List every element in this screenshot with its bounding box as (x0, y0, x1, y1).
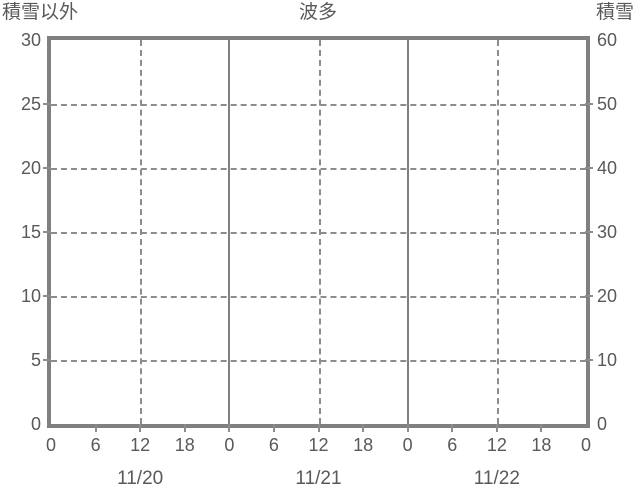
x-axis-tick-label: 6 (90, 435, 101, 455)
x-axis-tick (272, 424, 275, 432)
vertical-gridline-dashed (496, 40, 499, 424)
left-axis-tick-label: 30 (20, 30, 41, 50)
x-axis-tick-label: 12 (486, 435, 507, 455)
x-axis-day-label: 11/20 (117, 468, 164, 489)
left-axis-title: 積雪以外 (2, 2, 79, 23)
right-axis-tick-label: 20 (597, 286, 618, 306)
left-axis-tick (43, 167, 51, 169)
left-axis-tick (43, 103, 51, 105)
right-axis-title: 積雪 (595, 2, 634, 23)
right-axis-tick (585, 295, 593, 297)
x-axis-tick-label: 12 (130, 435, 151, 455)
left-axis-tick (43, 231, 51, 233)
x-axis-tick (495, 424, 498, 432)
x-axis-tick (451, 424, 454, 432)
x-axis-tick-label: 18 (531, 435, 552, 455)
x-axis-tick-label: 6 (268, 435, 279, 455)
left-axis-tick-label: 15 (20, 222, 41, 242)
right-axis-tick-label: 40 (597, 158, 618, 178)
x-axis-tick (317, 424, 320, 432)
x-axis-tick (183, 424, 186, 432)
x-axis-tick-label: 0 (224, 435, 235, 455)
right-axis-tick-label: 50 (597, 94, 618, 114)
left-axis-tick-label: 5 (30, 350, 41, 370)
vertical-gridline-dashed (318, 40, 321, 424)
x-axis-tick-label: 0 (402, 435, 413, 455)
right-axis-tick (585, 167, 593, 169)
x-axis-tick-label: 18 (353, 435, 374, 455)
left-axis-tick (43, 295, 51, 297)
right-axis-tick-label: 10 (597, 350, 618, 370)
x-axis-tick-label: 12 (308, 435, 329, 455)
right-axis-tick-label: 60 (597, 30, 618, 50)
x-axis-tick-label: 18 (174, 435, 195, 455)
x-axis-tick (406, 424, 409, 432)
left-axis-tick-label: 0 (30, 414, 41, 434)
chart-title: 波多 (298, 2, 337, 23)
plot-inner (51, 40, 586, 424)
left-axis-tick (43, 359, 51, 361)
x-axis-tick (139, 424, 142, 432)
x-axis-tick (540, 424, 543, 432)
right-axis-tick (585, 103, 593, 105)
right-axis-tick-label: 30 (597, 222, 618, 242)
right-axis-tick (585, 359, 593, 361)
x-axis-tick (362, 424, 365, 432)
x-axis-tick-label: 0 (45, 435, 56, 455)
right-axis-tick (585, 231, 593, 233)
day-boundary-line (406, 40, 409, 424)
vertical-gridline-dashed (140, 40, 143, 424)
x-axis-day-label: 11/22 (473, 468, 520, 489)
x-axis-tick (228, 424, 231, 432)
left-axis-tick-label: 10 (20, 286, 41, 306)
x-axis-tick-label: 6 (447, 435, 458, 455)
day-boundary-line (228, 40, 231, 424)
left-axis-tick-label: 20 (20, 158, 41, 178)
left-axis-tick-label: 25 (20, 94, 41, 114)
x-axis-tick (94, 424, 97, 432)
plot-area (47, 36, 590, 428)
x-axis-tick-label: 0 (580, 435, 591, 455)
right-axis-tick-label: 0 (597, 414, 608, 434)
x-axis-day-label: 11/21 (295, 468, 342, 489)
